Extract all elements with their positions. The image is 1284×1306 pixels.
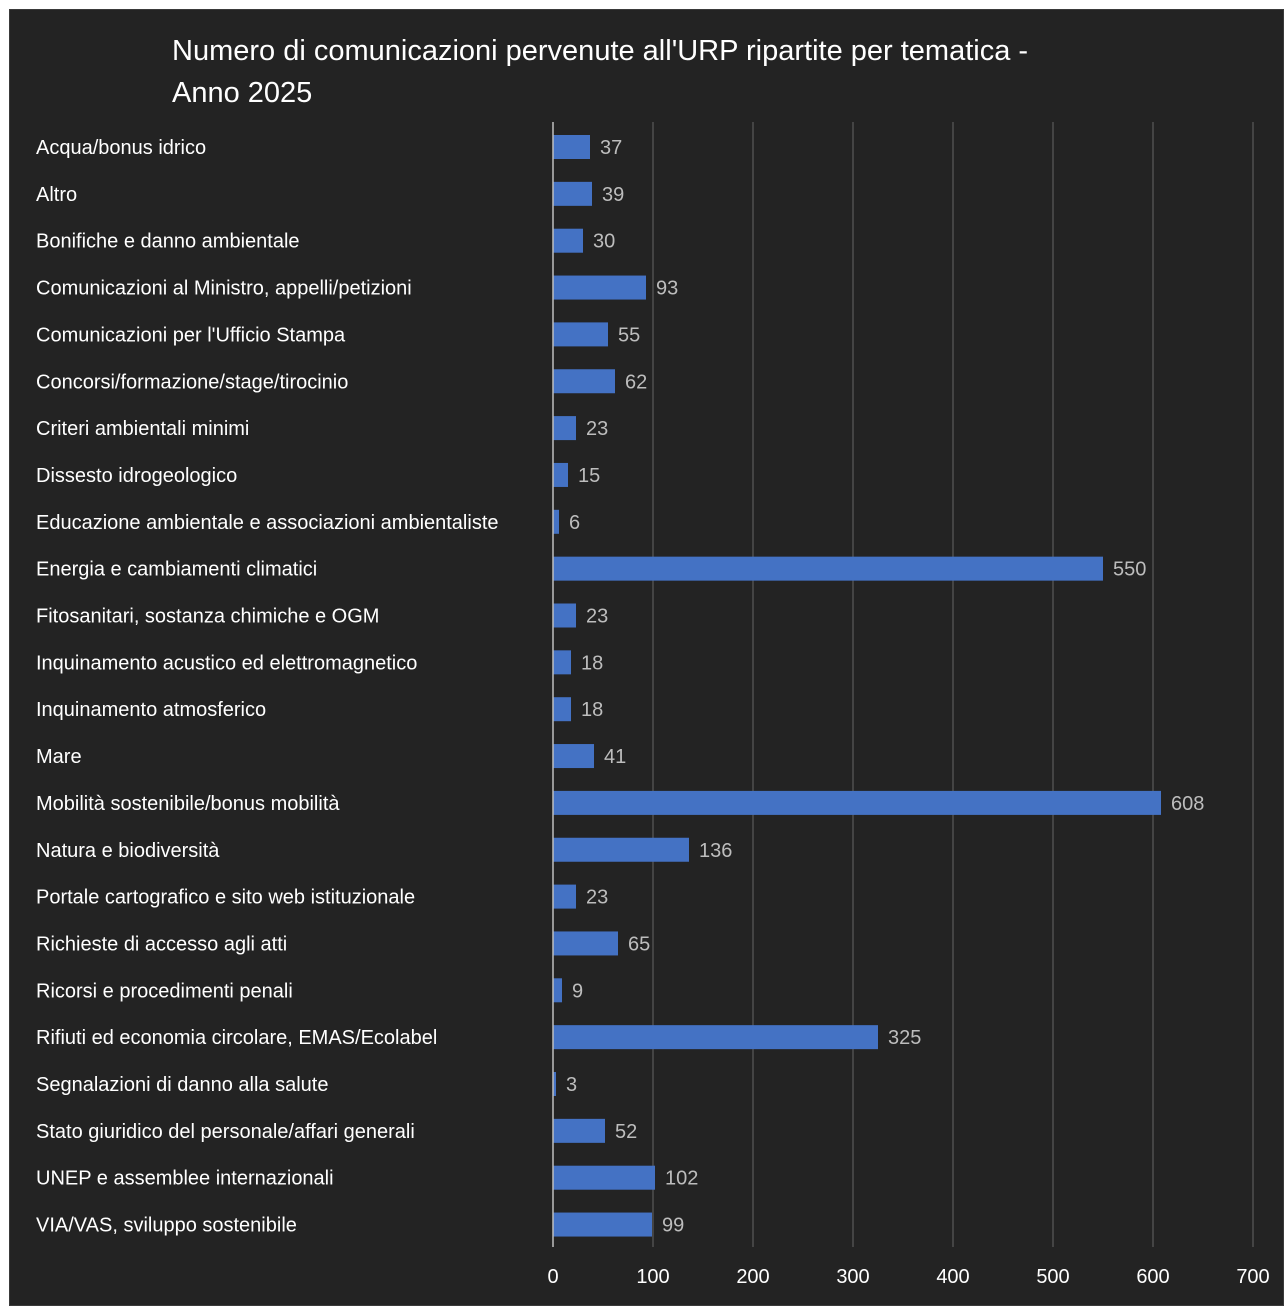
bar: [553, 228, 583, 253]
bars: [553, 135, 1161, 1237]
category-label: Portale cartografico e sito web istituzi…: [36, 887, 415, 909]
data-label: 608: [1171, 793, 1204, 815]
bar: [553, 978, 562, 1003]
data-label: 9: [572, 980, 583, 1002]
category-label: UNEP e assemblee internazionali: [36, 1168, 334, 1190]
x-tick-label: 100: [636, 1266, 669, 1288]
category-label: Comunicazioni al Ministro, appelli/petiz…: [36, 278, 412, 300]
x-tick-label: 700: [1236, 1266, 1269, 1288]
x-tick-label: 600: [1136, 1266, 1169, 1288]
category-label: Ricorsi e procedimenti penali: [36, 980, 293, 1002]
bar: [553, 603, 576, 628]
data-label: 55: [618, 324, 640, 346]
category-label: VIA/VAS, sviluppo sostenibile: [36, 1215, 297, 1237]
category-label: Rifiuti ed economia circolare, EMAS/Ecol…: [36, 1027, 437, 1049]
bar: [553, 509, 559, 534]
category-label: Fitosanitari, sostanza chimiche e OGM: [36, 606, 379, 628]
bar: [553, 837, 689, 862]
bar: [553, 135, 590, 159]
data-label: 37: [600, 137, 622, 159]
category-label: Mobilità sostenibile/bonus mobilità: [36, 793, 340, 815]
x-tick-label: 300: [836, 1266, 869, 1288]
data-label: 23: [586, 418, 608, 440]
x-tick-label: 500: [1036, 1266, 1069, 1288]
data-label: 93: [656, 278, 678, 300]
chart-frame: [9, 9, 1284, 1306]
x-tick-label: 200: [736, 1266, 769, 1288]
data-label: 41: [604, 746, 626, 768]
bar: [553, 462, 568, 487]
bar: [553, 650, 571, 675]
category-label: Educazione ambientale e associazioni amb…: [36, 512, 499, 534]
bar: [553, 744, 594, 769]
chart-title: Numero di comunicazioni pervenute all'UR…: [172, 30, 1172, 114]
category-label: Stato giuridico del personale/affari gen…: [36, 1121, 415, 1143]
category-label: Acqua/bonus idrico: [36, 137, 206, 159]
category-label: Natura e biodiversità: [36, 840, 220, 862]
category-label: Concorsi/formazione/stage/tirocinio: [36, 371, 348, 393]
data-label: 39: [602, 184, 624, 206]
bar: [553, 931, 618, 956]
category-label: Criteri ambientali minimi: [36, 418, 249, 440]
category-label: Inquinamento atmosferico: [36, 699, 266, 721]
bar: [553, 697, 571, 722]
data-label: 30: [593, 231, 615, 253]
data-label: 52: [615, 1121, 637, 1143]
bar: [553, 1025, 878, 1050]
bar: [553, 1072, 556, 1096]
bar: [553, 556, 1103, 581]
category-label: Energia e cambiamenti climatici: [36, 559, 317, 581]
data-label: 15: [578, 465, 600, 487]
data-label: 65: [628, 933, 650, 955]
data-label: 102: [665, 1168, 698, 1190]
bar: [553, 275, 646, 300]
data-label: 99: [662, 1215, 684, 1237]
data-label: 23: [586, 887, 608, 909]
category-label: Altro: [36, 184, 77, 206]
gridlines: [652, 122, 1254, 1247]
category-label: Inquinamento acustico ed elettromagnetic…: [36, 652, 417, 674]
category-label: Richieste di accesso agli atti: [36, 933, 287, 955]
data-label: 18: [581, 652, 603, 674]
category-label: Mare: [36, 746, 82, 768]
data-label: 325: [888, 1027, 921, 1049]
bar: [553, 790, 1161, 815]
data-label: 18: [581, 699, 603, 721]
bar: [553, 181, 592, 206]
bar: [553, 322, 608, 347]
x-tick-label: 400: [936, 1266, 969, 1288]
category-label: Segnalazioni di danno alla salute: [36, 1074, 328, 1096]
bar: [553, 884, 576, 909]
data-label: 6: [569, 512, 580, 534]
bar: [553, 369, 615, 394]
category-label: Comunicazioni per l'Ufficio Stampa: [36, 324, 346, 346]
category-label: Dissesto idrogeologico: [36, 465, 237, 487]
x-axis-tick-labels: 0 100 200 300 400 500 600 700: [547, 1266, 1269, 1288]
bar: [553, 416, 576, 441]
bar: [553, 1165, 655, 1190]
chart-title-line-1: Numero di comunicazioni pervenute all'UR…: [172, 35, 1029, 67]
value-labels: 3739309355622315655023181841608136236593…: [566, 137, 1204, 1237]
data-label: 550: [1113, 559, 1146, 581]
data-label: 136: [699, 840, 732, 862]
category-labels: Acqua/bonus idrico Altro Bonifiche e danno…: [36, 137, 499, 1237]
data-label: 62: [625, 371, 647, 393]
bar: [553, 1118, 605, 1143]
category-label: Bonifiche e danno ambientale: [36, 231, 300, 253]
bar: [553, 1212, 652, 1237]
chart-title-line-2: Anno 2025: [172, 77, 313, 109]
x-tick-label: 0: [547, 1266, 558, 1288]
data-label: 3: [566, 1074, 577, 1096]
data-label: 23: [586, 606, 608, 628]
